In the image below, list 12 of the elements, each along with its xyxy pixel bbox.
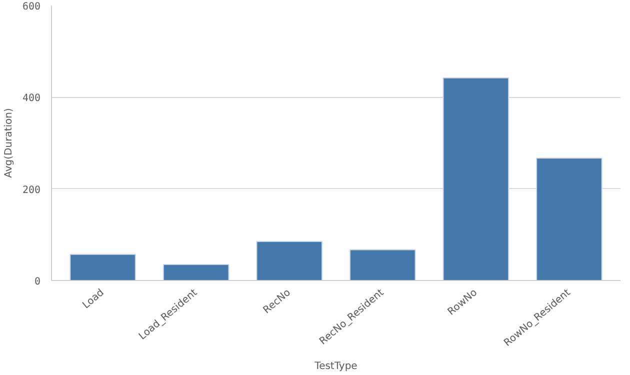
bar (442, 77, 510, 280)
bar (162, 264, 230, 280)
x-axis-title: TestType (314, 361, 358, 372)
bar (349, 249, 416, 280)
bar (70, 254, 136, 280)
bar (256, 241, 323, 280)
y-tick-label: 200 (22, 184, 40, 196)
y-tick-label: 600 (22, 2, 40, 12)
bar (536, 158, 602, 280)
y-tick-label: 400 (22, 93, 40, 104)
y-tick-label: 0 (34, 276, 41, 288)
y-axis-title: Avg(Duration) (3, 108, 14, 178)
